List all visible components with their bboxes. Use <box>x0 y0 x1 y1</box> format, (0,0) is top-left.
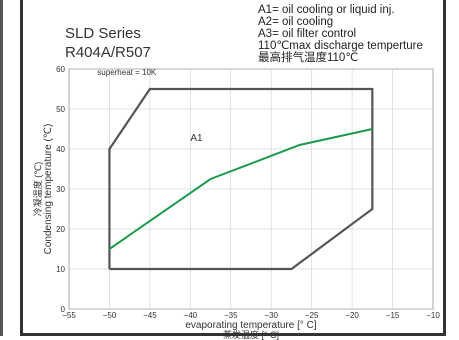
x-tick-label: −20 <box>345 311 359 320</box>
note-a3: A3= oil filter control <box>258 28 356 40</box>
envelope-layer <box>108 87 374 271</box>
x-tick-label: −35 <box>224 311 238 320</box>
x-tick-label: −45 <box>143 311 157 320</box>
x-tick-label: −40 <box>184 311 198 320</box>
x-tick-label: −25 <box>305 311 319 320</box>
annotation-layer: superheat = 10K A1 <box>97 68 203 144</box>
x-tick-label: −50 <box>103 311 117 320</box>
y-tick-label: 0 <box>61 305 66 314</box>
envelope-boundary <box>108 87 374 271</box>
note-a1: A1= oil cooling or liquid inj. <box>258 4 394 16</box>
x-tick-label: −55 <box>62 311 76 320</box>
y-axis-label: Condensing temperature (℃) <box>43 124 54 255</box>
x-tick-label: −10 <box>426 311 440 320</box>
x-tick-label: −15 <box>386 311 400 320</box>
y-tick-label: 20 <box>56 225 65 234</box>
x-axis-label: evaporating temperature [° C] <box>185 320 317 331</box>
x-tick-label: −30 <box>264 311 278 320</box>
series-layer <box>108 128 373 250</box>
y-tick-label: 10 <box>56 265 65 274</box>
y-tick-label: 50 <box>56 105 65 114</box>
x-axis-label-cn: 蒸发温度 [° C] <box>223 329 279 340</box>
y-tick-label: 60 <box>56 65 65 74</box>
note-max-discharge: 110℃max discharge temperture <box>258 40 423 52</box>
note-max-discharge-cn: 最高排气温度110℃ <box>258 50 358 64</box>
annotation-label: superheat = 10K <box>97 68 157 77</box>
series-name: SLD Series <box>65 25 141 42</box>
left-edge-rule <box>0 0 3 336</box>
y-tick-label: 30 <box>56 185 65 194</box>
y-axis-label-cn: 冷凝温度 (℃) <box>32 162 43 217</box>
y-tick-label: 40 <box>56 145 65 154</box>
refrigerant-name: R404A/R507 <box>65 44 151 61</box>
annotation-label: A1 <box>190 133 203 144</box>
note-a2: A2= oil cooling <box>258 16 333 28</box>
tick-labels: −55 −50 −45 −40 −35 −30 −25 −20 −15 −10 0 10 20 30 40 5… <box>56 65 440 320</box>
series-line <box>108 128 373 250</box>
